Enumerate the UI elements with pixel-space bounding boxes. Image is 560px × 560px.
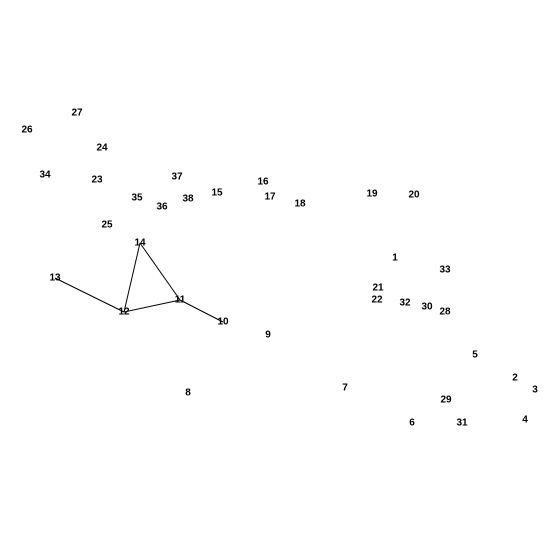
edge-line xyxy=(124,243,140,312)
edges-layer xyxy=(0,0,560,560)
edge-line xyxy=(124,300,180,312)
diagram-canvas: 1234567891011121314151617181920212223242… xyxy=(0,0,560,560)
edge-line xyxy=(55,278,124,312)
edge-line xyxy=(180,300,223,322)
edge-line xyxy=(140,243,180,300)
